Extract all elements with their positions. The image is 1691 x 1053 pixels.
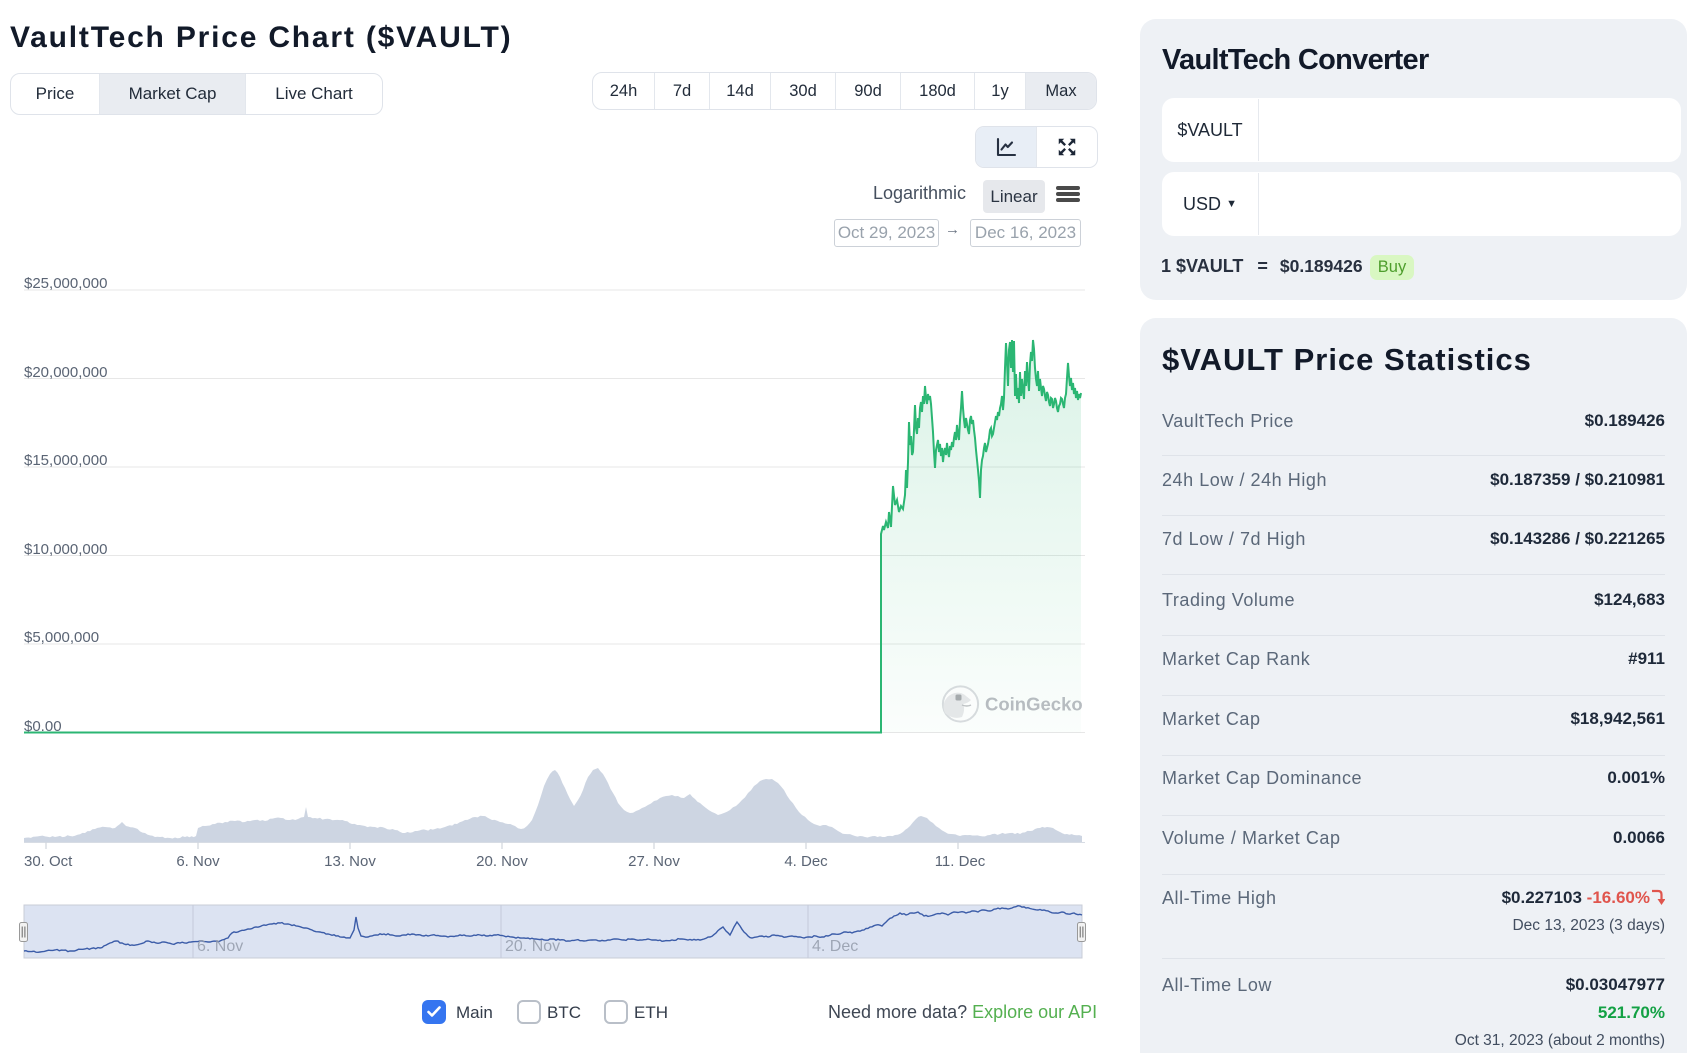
svg-text:CoinGecko: CoinGecko xyxy=(985,694,1083,715)
